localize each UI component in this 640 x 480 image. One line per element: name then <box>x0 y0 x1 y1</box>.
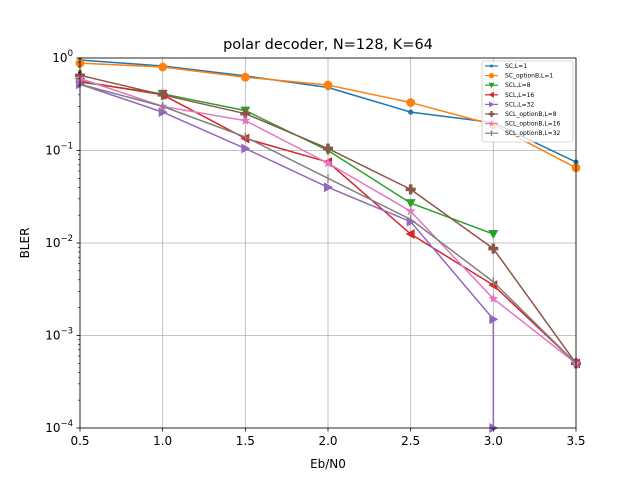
legend-label: SCL,L=16 <box>505 92 534 99</box>
data-point <box>240 108 251 119</box>
y-tick-base: 10 <box>45 236 60 250</box>
legend-label: SCL_optionB,L=32 <box>505 130 561 137</box>
legend-label: SC_optionB,L=1 <box>505 73 553 80</box>
legend-marker <box>488 120 495 127</box>
data-point <box>324 182 333 193</box>
data-point <box>241 143 251 154</box>
y-tick-label: 10−4 <box>45 419 73 435</box>
legend-label: SCL_optionB,L=16 <box>505 121 561 128</box>
legend-marker <box>488 72 495 79</box>
y-tick-base: 10 <box>45 144 60 158</box>
data-point <box>240 72 250 82</box>
y-tick-base: 10 <box>45 329 60 343</box>
y-tick-exponent: −3 <box>60 327 73 337</box>
legend-marker <box>488 82 495 89</box>
data-point <box>488 293 499 303</box>
series-layer <box>75 57 581 433</box>
x-tick-label: 1.5 <box>236 434 255 448</box>
data-point <box>408 109 414 115</box>
data-point <box>158 62 168 72</box>
data-point <box>240 115 251 125</box>
x-tick-label: 2.5 <box>401 434 420 448</box>
x-tick-label: 3.5 <box>566 434 585 448</box>
y-tick-label: 100 <box>52 49 73 65</box>
legend-label: SC,L=1 <box>505 63 527 70</box>
legend-box <box>481 60 574 143</box>
data-point <box>488 243 499 254</box>
y-tick-label: 10−2 <box>45 234 73 250</box>
data-point <box>323 143 333 154</box>
legend: SC,L=1 SC_optionB,L=1 SCL,L=8 SCL,L=16 SCL,L… <box>481 60 574 143</box>
data-point <box>157 89 168 100</box>
data-point <box>489 314 499 325</box>
data-point <box>405 199 416 209</box>
legend-marker <box>489 101 495 108</box>
legend-marker <box>489 64 494 68</box>
x-axis-label: Eb/N0 <box>310 457 346 471</box>
data-point <box>488 230 499 240</box>
y-tick-exponent: 0 <box>68 49 73 59</box>
y-tick-base: 10 <box>45 421 60 435</box>
y-tick-label: 10−3 <box>45 327 73 343</box>
legend-label: SCL,L=8 <box>505 82 531 89</box>
chart-title: polar decoder, N=128, K=64 <box>223 37 433 53</box>
y-tick-label: 10−1 <box>45 142 73 158</box>
x-tick-label: 3.0 <box>484 434 503 448</box>
legend-label: SCL,L=32 <box>505 101 534 108</box>
data-point <box>406 98 416 107</box>
y-axis-label: BLER <box>18 228 32 259</box>
data-point <box>405 184 416 195</box>
y-tick-exponent: −1 <box>60 142 73 152</box>
data-point <box>323 157 333 168</box>
y-tick-exponent: −2 <box>60 234 73 244</box>
legend-marker <box>488 111 495 117</box>
legend-label: SCL_optionB,L=8 <box>505 111 557 118</box>
x-tick-label: 1.0 <box>153 434 172 448</box>
x-tick-label: 0.5 <box>70 434 89 448</box>
y-tick-base: 10 <box>52 51 67 65</box>
y-tick-exponent: −4 <box>60 419 73 429</box>
data-point <box>323 80 333 90</box>
legend-marker <box>488 91 494 98</box>
data-point <box>405 206 416 216</box>
data-point <box>405 229 415 240</box>
x-tick-label: 2.0 <box>318 434 337 448</box>
